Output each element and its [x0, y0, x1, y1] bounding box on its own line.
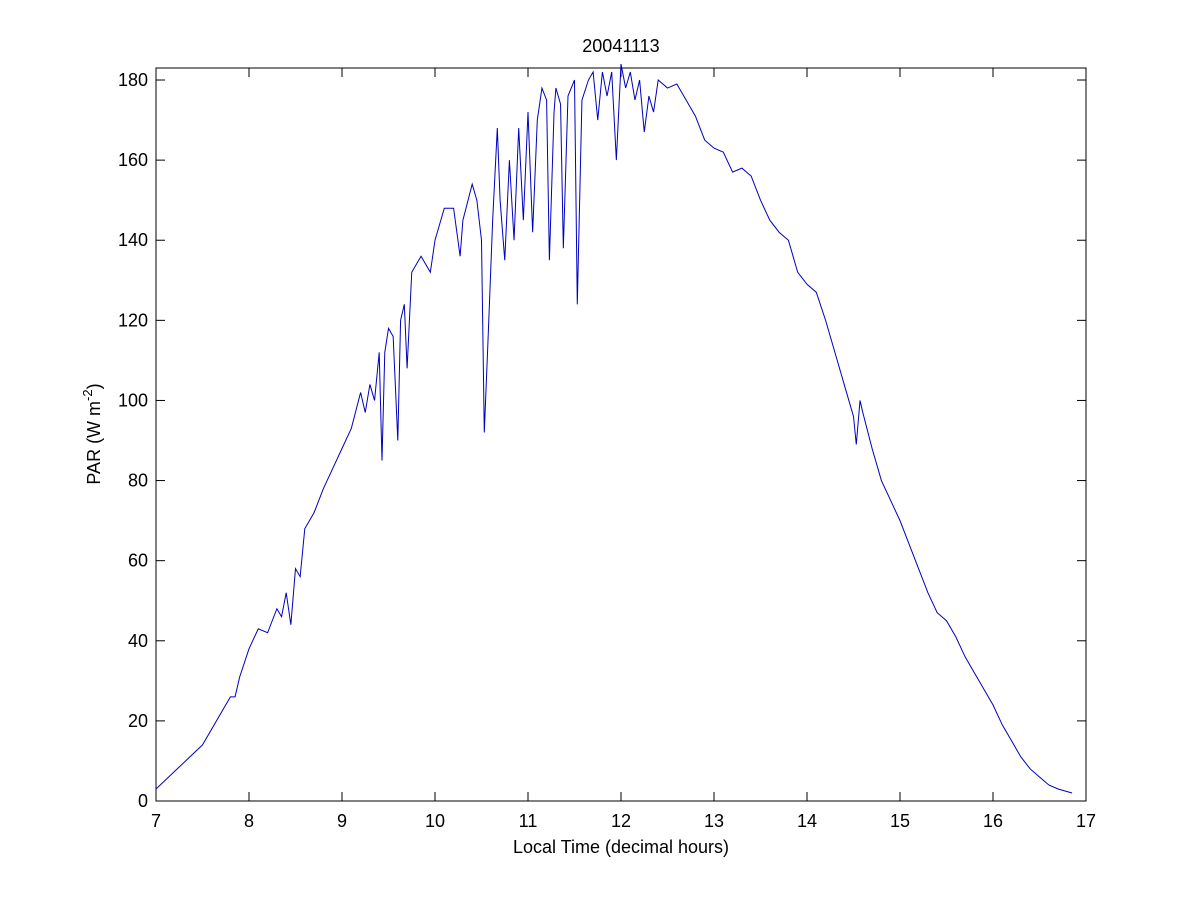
y-tick-label: 80 — [128, 471, 148, 491]
chart-title: 20041113 — [582, 36, 659, 56]
x-tick-label: 16 — [983, 811, 1003, 831]
y-tick-label: 0 — [138, 791, 148, 811]
y-tick-label: 20 — [128, 711, 148, 731]
axes-box — [155, 67, 1087, 802]
y-tick-label: 100 — [118, 390, 148, 410]
y-tick-label: 120 — [118, 310, 148, 330]
y-label-end: ) — [84, 383, 104, 389]
x-tick-label: 15 — [890, 811, 910, 831]
x-tick-label: 11 — [519, 811, 538, 831]
y-tick-label: 180 — [118, 70, 148, 90]
y-label-main: PAR (W m — [84, 401, 104, 485]
y-tick-label: 140 — [118, 230, 148, 250]
x-tick-label: 10 — [425, 811, 445, 831]
x-tick-label: 17 — [1076, 811, 1096, 831]
x-tick-label: 7 — [151, 811, 161, 831]
y-axis-label: PAR (W m-2) — [80, 383, 104, 484]
x-axis-label: Local Time (decimal hours) — [513, 837, 729, 857]
x-tick-label: 8 — [244, 811, 254, 831]
data-line — [155, 63, 1073, 794]
y-tick-label: 60 — [128, 551, 148, 571]
y-tick-label: 40 — [128, 631, 148, 651]
x-tick-label: 14 — [797, 811, 817, 831]
x-tick-label: 13 — [704, 811, 724, 831]
y-tick-label: 160 — [118, 150, 148, 170]
x-tick-label: 9 — [337, 811, 347, 831]
x-tick-label: 12 — [611, 811, 631, 831]
y-label-sup: -2 — [80, 389, 95, 401]
